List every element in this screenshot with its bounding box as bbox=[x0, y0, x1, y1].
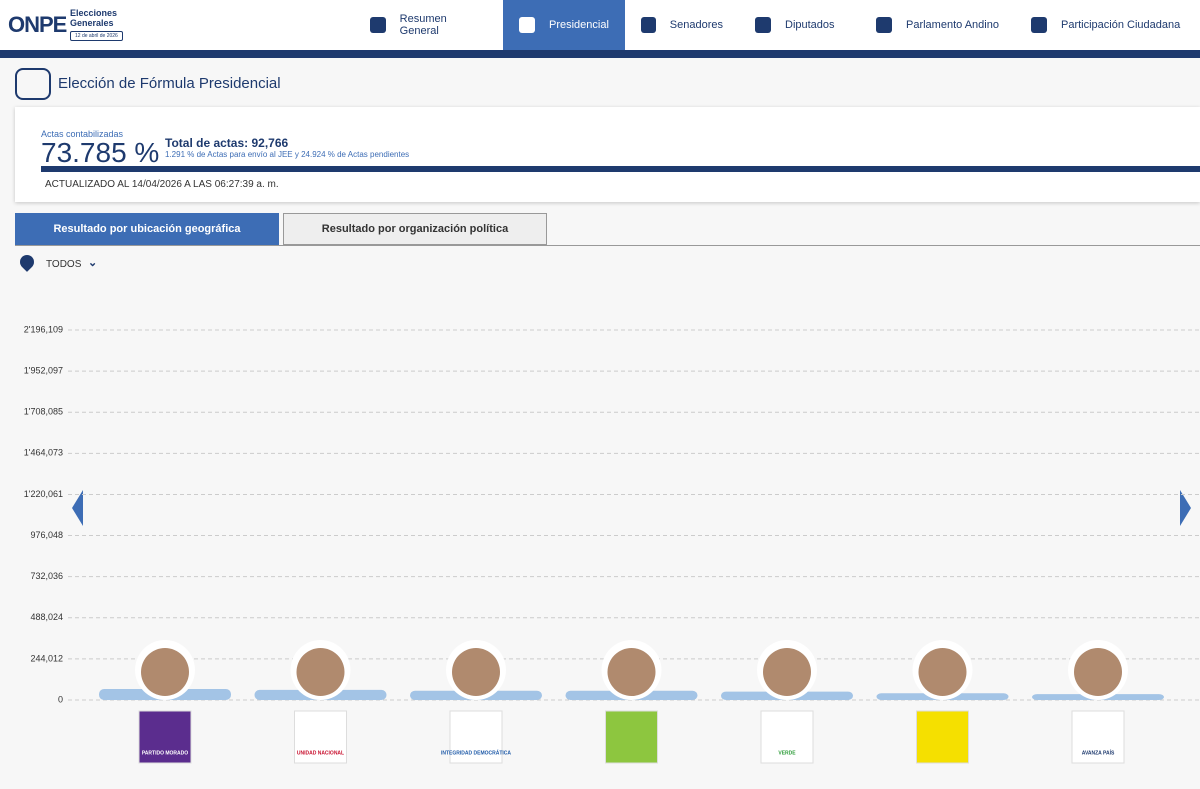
y-tick-label: 2'196,109 bbox=[24, 324, 63, 334]
total-actas: Total de actas: 92,766 bbox=[165, 136, 289, 150]
y-tick-label: 976,048 bbox=[30, 530, 63, 540]
nav-icon bbox=[876, 17, 892, 33]
party-logo bbox=[138, 710, 192, 764]
next-arrow[interactable] bbox=[1180, 490, 1191, 526]
nav-icon bbox=[1031, 17, 1047, 33]
party-logo bbox=[916, 710, 969, 764]
election-date: 12 de abril de 2026 bbox=[70, 31, 123, 41]
nav-icon bbox=[755, 17, 771, 33]
nav-label: Senadores bbox=[669, 19, 723, 31]
nav-label: Presidencial bbox=[549, 19, 609, 31]
nav-item[interactable]: Senadores bbox=[625, 0, 739, 50]
candidate-face bbox=[452, 648, 500, 696]
x-tick-label: AVANZA PAÍS bbox=[1082, 748, 1115, 756]
nav-item[interactable]: Diputados bbox=[739, 0, 860, 50]
actas-detail: 1.291 % de Actas para envío al JEE y 24.… bbox=[165, 150, 410, 159]
y-tick-label: 1'220,061 bbox=[24, 489, 63, 499]
party-logo bbox=[294, 710, 347, 764]
emblem bbox=[15, 68, 51, 100]
y-tick-label: 732,036 bbox=[30, 571, 63, 581]
actas-label: Actas contabilizadas bbox=[41, 129, 124, 139]
candidate-face bbox=[1074, 648, 1122, 696]
y-tick-label: 1'464,073 bbox=[24, 448, 63, 458]
progress-bar bbox=[41, 166, 1200, 172]
candidate-face bbox=[296, 648, 345, 696]
y-tick-label: 488,024 bbox=[30, 612, 63, 622]
actas-percent: 73.785 % bbox=[41, 137, 160, 168]
logo[interactable]: ONPE bbox=[8, 12, 67, 37]
party-logo bbox=[605, 710, 658, 764]
nav-icon bbox=[641, 17, 656, 33]
tab-line bbox=[15, 245, 1200, 246]
chart: 0 244,012 488,024 732,036 976,048 1'220,061 1'… bbox=[24, 324, 1200, 764]
filter[interactable]: TODOS bbox=[46, 259, 82, 270]
y-tick-label: 1'952,097 bbox=[24, 365, 63, 375]
nav-label: Diputados bbox=[785, 19, 835, 31]
party-logo bbox=[1071, 710, 1125, 764]
nav-icon bbox=[519, 17, 535, 33]
brand: Elecciones Generales bbox=[70, 8, 118, 28]
candidate-face bbox=[763, 648, 811, 696]
x-tick-label: UNIDAD NACIONAL bbox=[297, 750, 344, 756]
nav-underline bbox=[0, 50, 1200, 58]
tab[interactable]: Resultado por ubicación geográfica bbox=[15, 213, 279, 245]
summary-card: Actas contabilizadas 73.785 % Total de a… bbox=[15, 107, 1200, 202]
nav-item[interactable]: Resumen General bbox=[354, 0, 503, 50]
candidate-face bbox=[607, 648, 656, 696]
prev-arrow[interactable] bbox=[72, 490, 83, 526]
top-nav: ONPE Elecciones Generales 12 de abril de… bbox=[0, 0, 1200, 50]
page-title: Elección de Fórmula Presidencial bbox=[58, 75, 281, 92]
tab[interactable]: Resultado por organización política bbox=[283, 213, 547, 245]
dropdown-arrow[interactable]: ⌄ bbox=[88, 257, 98, 269]
x-tick-label: PARTIDO MORADO bbox=[142, 750, 188, 756]
pin-icon bbox=[17, 252, 37, 272]
candidate-face bbox=[918, 648, 967, 696]
y-tick-label: 1'708,085 bbox=[24, 407, 63, 417]
x-tick-label: VERDE bbox=[778, 750, 796, 756]
party-logo bbox=[760, 710, 814, 764]
nav-item[interactable]: Presidencial bbox=[503, 0, 625, 50]
party-logo bbox=[449, 710, 503, 764]
y-tick-label: 0 bbox=[58, 694, 63, 704]
nav-label: Participación Ciudadana bbox=[1061, 19, 1181, 31]
nav-item[interactable]: Parlamento Andino bbox=[860, 0, 1015, 50]
nav-item[interactable]: Participación Ciudadana bbox=[1015, 0, 1200, 50]
nav-label: Resumen General bbox=[399, 13, 447, 37]
candidate-face bbox=[141, 648, 189, 696]
nav-icon bbox=[370, 17, 386, 33]
nav-label: Parlamento Andino bbox=[906, 19, 999, 31]
x-tick-label: INTEGRIDAD DEMOCRÁTICA bbox=[441, 749, 511, 756]
updated: ACTUALIZADO AL 14/04/2026 A LAS 06:27:39… bbox=[45, 179, 279, 190]
y-tick-label: 244,012 bbox=[30, 653, 63, 663]
